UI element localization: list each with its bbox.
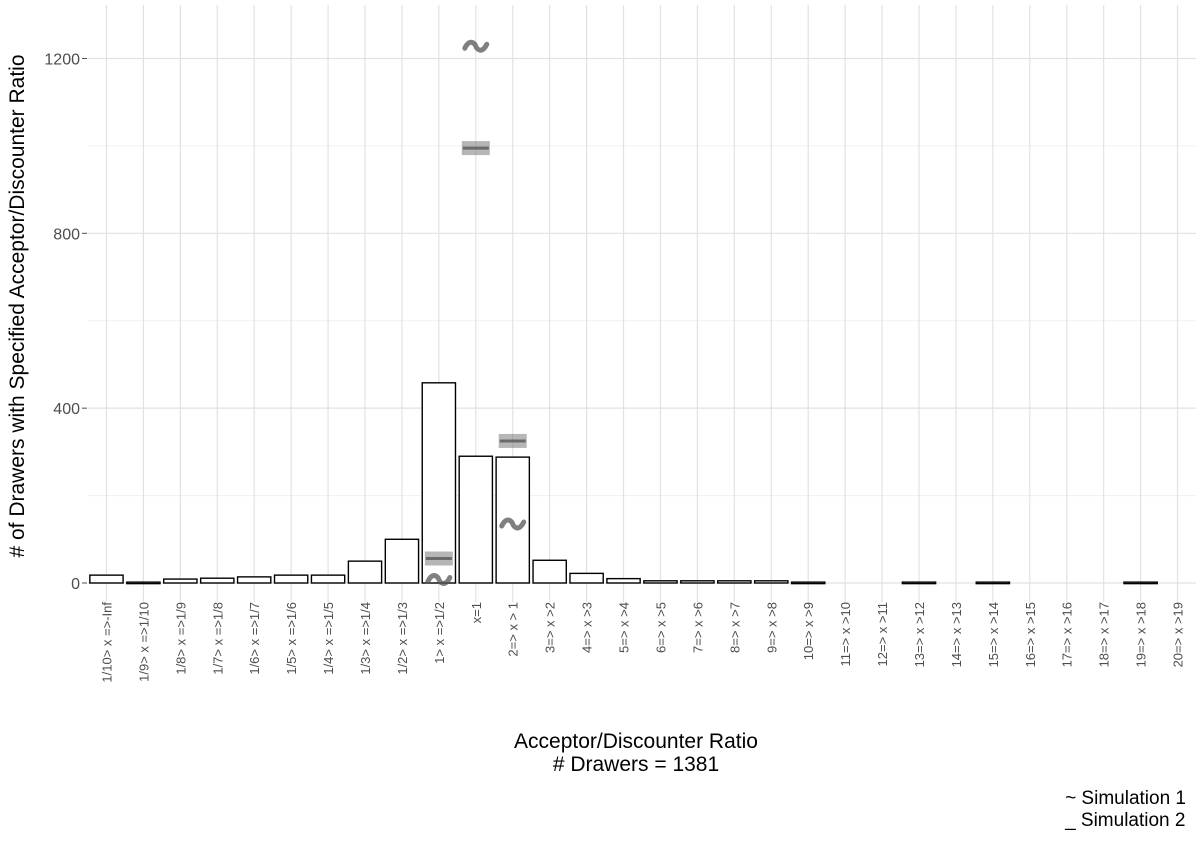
x-tick-label: 14=> x >13 (949, 602, 964, 667)
x-tick-label: 2=> x > 1 (506, 602, 521, 657)
bar (532, 559, 567, 584)
simulation-1-marker (425, 573, 453, 586)
grid-layer (88, 5, 1196, 602)
legend-entry-simulation-2: _ Simulation 2 (1065, 810, 1186, 831)
x-tick-label: 1/3> x =>1/4 (358, 602, 373, 675)
x-tick-label: 1/4> x =>1/5 (321, 602, 336, 675)
simulation-1-marker (499, 517, 527, 531)
x-tick-label: 1/10> x =>-Inf (99, 602, 114, 683)
x-tick-label: 13=> x >12 (912, 602, 927, 667)
x-tick-label: 1/2> x =>1/3 (395, 602, 410, 675)
bar (753, 580, 789, 584)
x-tick-label: 1/5> x =>1/6 (284, 602, 299, 675)
x-tick-label: 10=> x >9 (801, 602, 816, 660)
bar (680, 580, 715, 584)
x-tick-label: 1/7> x =>1/8 (210, 602, 225, 675)
x-tick-label: 1/9> x =>1/10 (136, 602, 151, 682)
x-tick-label: 1/6> x =>1/7 (247, 602, 262, 675)
bar (384, 538, 420, 584)
x-tick-label: 12=> x >11 (875, 602, 890, 666)
x-tick-label: 15=> x >14 (986, 602, 1001, 667)
bar (163, 578, 198, 584)
bar (236, 576, 272, 584)
x-axis-title: Acceptor/Discounter Ratio (514, 730, 758, 753)
bar (569, 572, 604, 584)
bar (975, 581, 1011, 585)
x-tick-label: 9=> x >8 (764, 602, 779, 653)
marker-layer (424, 39, 527, 586)
x-tick-label: 6=> x >5 (653, 602, 668, 653)
y-tick-layer: 0 400 800 1200 (44, 51, 87, 593)
bar (310, 574, 346, 584)
x-tick-label: 18=> x >17 (1097, 602, 1112, 667)
bar (901, 581, 937, 585)
y-axis-title: # of Drawers with Specified Acceptor/Dis… (6, 54, 29, 557)
bar (199, 577, 235, 584)
bar (606, 577, 641, 584)
x-tick-label: 1> x =>1/2 (432, 602, 447, 664)
x-tick-label: 17=> x >16 (1060, 602, 1075, 667)
x-tick-label: x=1 (469, 602, 484, 623)
y-tick-label: 1200 (44, 51, 80, 68)
x-tick-label: 8=> x >7 (727, 602, 742, 653)
bar (89, 574, 124, 584)
legend-entry-simulation-1: ~ Simulation 1 (1065, 788, 1186, 809)
simulation-1-marker (462, 39, 490, 53)
x-tick-label: 19=> x >18 (1134, 602, 1149, 667)
bar (790, 581, 826, 585)
legend: ~ Simulation 1 _ Simulation 2 (1065, 788, 1186, 832)
y-tick-label: 400 (53, 401, 80, 418)
x-axis-subtitle: # Drawers = 1381 (553, 753, 719, 776)
bar (643, 580, 678, 584)
x-tick-label: 4=> x >3 (580, 602, 595, 653)
bar (126, 581, 161, 585)
x-tick-label: 7=> x >6 (690, 602, 705, 653)
bar (273, 574, 309, 584)
y-tick-label: 0 (71, 576, 80, 593)
x-tick-label: 11=> x >10 (838, 602, 853, 666)
x-tick-label: 5=> x >4 (617, 602, 632, 653)
x-tick-layer: 1/10> x =>-Inf 1/9> x =>1/10 1/8> x =>1/9 1… (99, 602, 1185, 683)
x-tick-label: 20=> x >19 (1171, 602, 1186, 667)
bar (347, 560, 383, 584)
bar (1123, 581, 1158, 585)
bar (458, 455, 494, 584)
y-tick-label: 800 (53, 226, 80, 243)
x-tick-label: 3=> x >2 (543, 602, 558, 653)
x-tick-label: 16=> x >15 (1023, 602, 1038, 667)
bar (717, 580, 752, 584)
x-tick-label: 1/8> x =>1/9 (173, 602, 188, 675)
